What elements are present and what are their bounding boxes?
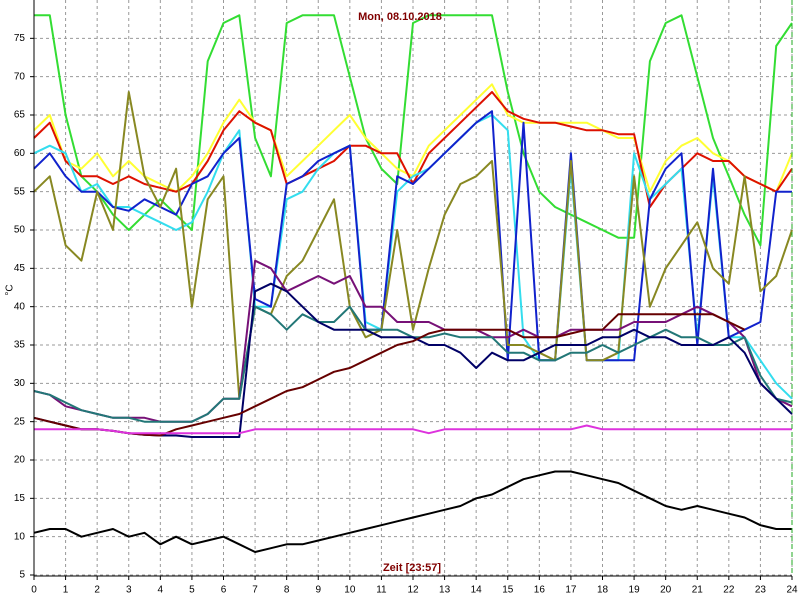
y-tick-label: 65 [14, 110, 26, 121]
x-tick-label: 20 [660, 585, 672, 596]
x-tick-label: 21 [692, 585, 704, 596]
y-tick-label: 60 [14, 148, 26, 159]
x-tick-label: 13 [439, 585, 451, 596]
y-tick-label: 55 [14, 186, 26, 197]
x-tick-label: 16 [534, 585, 546, 596]
plot-lines [33, 14, 793, 553]
series-line [34, 424, 792, 435]
x-tick-label: 14 [471, 585, 483, 596]
x-tick-label: 6 [221, 585, 227, 596]
x-tick-label: 15 [502, 585, 514, 596]
y-tick-label: 10 [14, 531, 26, 542]
y-tick-label: 15 [14, 493, 26, 504]
x-tick-label: 22 [723, 585, 735, 596]
y-tick-label: 35 [14, 340, 26, 351]
series-line [33, 91, 793, 400]
x-tick-label: 12 [407, 585, 419, 596]
grid [33, 0, 793, 576]
y-tick-label: 70 [14, 71, 26, 82]
y-tick-label: 5 [19, 570, 25, 581]
y-tick-label: 25 [14, 416, 26, 427]
y-tick-label: 45 [14, 263, 26, 274]
y-tick-label: 40 [14, 301, 26, 312]
x-tick-label: 7 [252, 585, 258, 596]
x-tick-label: 11 [376, 585, 387, 596]
x-tick-label: 3 [126, 585, 132, 596]
x-tick-label: 5 [189, 585, 195, 596]
x-tick-label: 9 [315, 585, 321, 596]
x-tick-label: 18 [597, 585, 609, 596]
series-line [33, 470, 792, 553]
x-tick-label: 17 [565, 585, 577, 596]
y-tick-label: 75 [14, 33, 26, 44]
y-tick-label: 30 [14, 378, 26, 389]
x-tick-label: 4 [158, 585, 164, 596]
x-tick-label: 23 [755, 585, 767, 596]
y-axis-label: °C [5, 284, 16, 295]
y-tick-label: 50 [14, 225, 26, 236]
x-tick-label: 2 [94, 585, 100, 596]
x-tick-label: 1 [63, 585, 69, 596]
x-tick-label: 10 [344, 585, 356, 596]
series-line [33, 114, 793, 400]
series-line [34, 14, 793, 247]
x-tick-label: 24 [786, 585, 798, 596]
series-line [33, 313, 746, 437]
x-tick-label: 8 [284, 585, 290, 596]
x-tick-label: 19 [629, 585, 641, 596]
chart-title: Mon, 08.10.2018 [358, 11, 442, 23]
x-axis-label: Zeit [23:57] [383, 562, 441, 574]
x-tick-label: 0 [31, 585, 37, 596]
y-tick-label: 20 [14, 455, 26, 466]
